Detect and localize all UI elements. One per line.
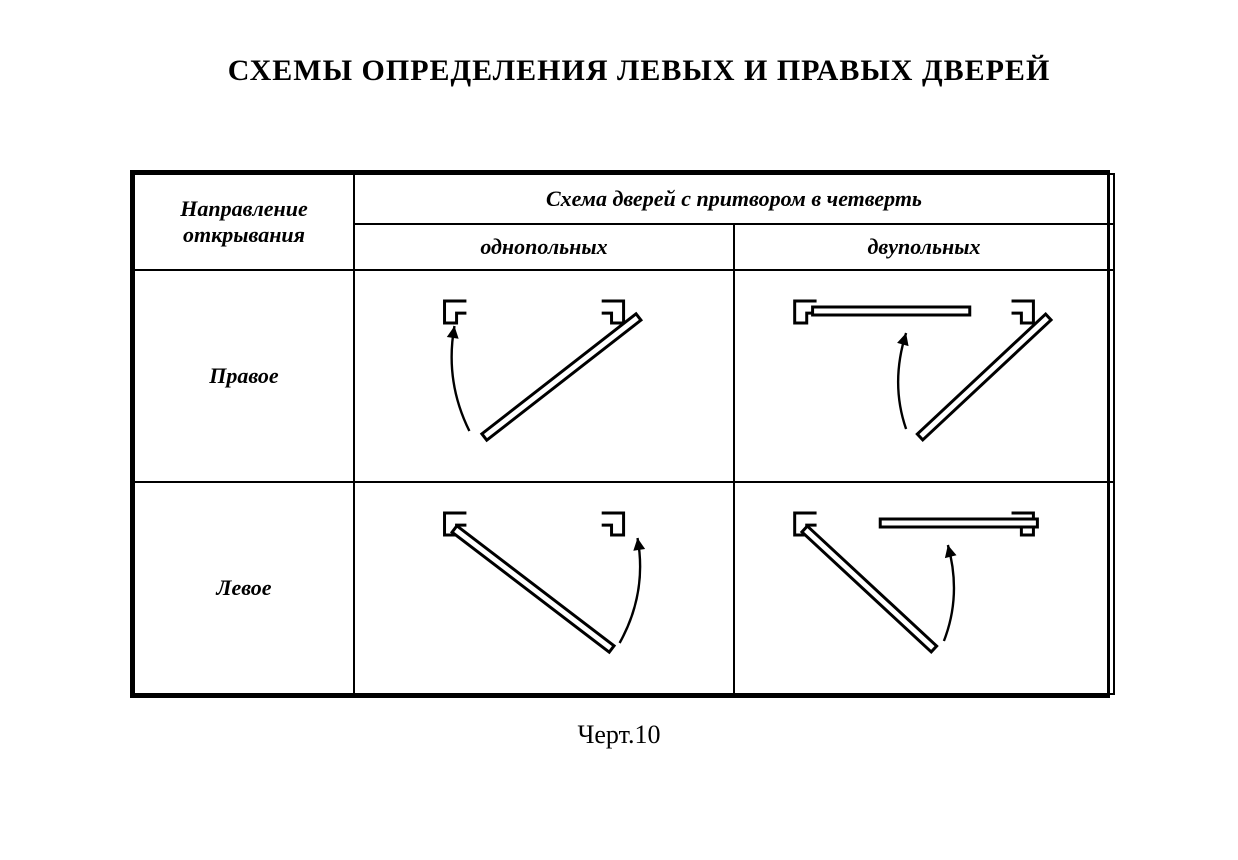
header-direction: Направление открывания — [134, 174, 354, 270]
cell-single-right — [354, 270, 734, 482]
diagram-double-left — [735, 483, 1113, 693]
page-title: СХЕМЫ ОПРЕДЕЛЕНИЯ ЛЕВЫХ И ПРАВЫХ ДВЕРЕЙ — [80, 54, 1198, 88]
diagram-single-right — [355, 271, 733, 481]
figure-caption: Черт.10 — [0, 720, 1238, 750]
header-direction-line2: открывания — [183, 222, 305, 247]
diagram-double-right — [735, 271, 1113, 481]
cell-double-right — [734, 270, 1114, 482]
header-subcol-single: однопольных — [354, 224, 734, 270]
diagram-single-left — [355, 483, 733, 693]
cell-single-left — [354, 482, 734, 694]
table-row: Правое — [134, 270, 1114, 482]
table-header: Направление открывания Схема дверей с пр… — [134, 174, 1114, 270]
page: СХЕМЫ ОПРЕДЕЛЕНИЯ ЛЕВЫХ И ПРАВЫХ ДВЕРЕЙ … — [0, 0, 1238, 860]
cell-double-left — [734, 482, 1114, 694]
row-label-left: Левое — [134, 482, 354, 694]
header-subcol-double: двупольных — [734, 224, 1114, 270]
row-label-right: Правое — [134, 270, 354, 482]
table-body: Правое Левое — [134, 270, 1114, 694]
header-direction-line1: Направление — [180, 196, 307, 221]
table-row: Левое — [134, 482, 1114, 694]
header-scheme-span: Схема дверей с притвором в четверть — [354, 174, 1114, 224]
diagram-table: Направление открывания Схема дверей с пр… — [130, 170, 1110, 698]
